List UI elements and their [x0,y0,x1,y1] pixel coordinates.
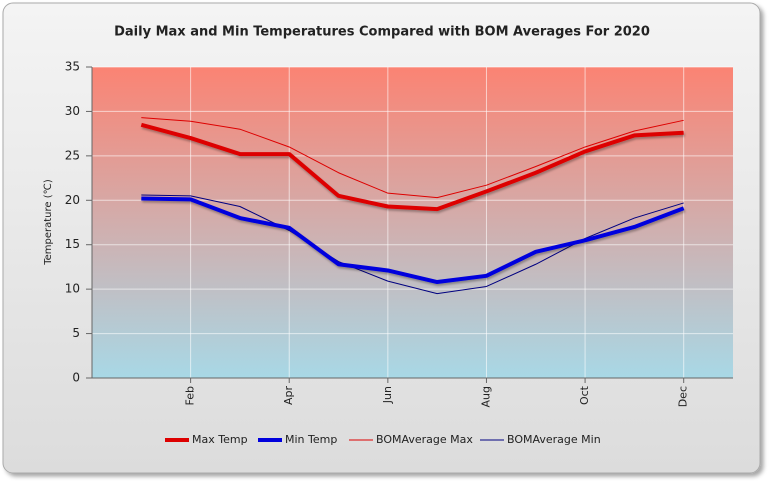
y-axis-label: Temperature (℃) [43,179,54,266]
x-tick-label: Oct [578,385,591,405]
y-tick-label: 20 [65,193,80,207]
y-tick-label: 5 [72,326,80,340]
series-line [141,117,684,199]
y-tick-label: 30 [65,104,80,118]
series-line [141,194,684,295]
x-tick-label: Dec [677,386,690,407]
x-tick-label: Jun [381,386,394,404]
x-tick-label: Apr [282,386,295,406]
y-tick-label: 35 [65,60,80,74]
y-tick-label: 0 [72,371,80,385]
y-tick-label: 10 [65,282,80,296]
x-tick-label: Aug [479,386,492,407]
plot-area [92,67,733,378]
y-tick-label: 15 [65,237,80,251]
series-line [140,122,684,212]
legend-label: Max Temp [192,433,248,446]
legend-label: BOMAverage Min [507,433,601,446]
y-tick-label: 25 [65,148,80,162]
chart-title: Daily Max and Min Temperatures Compared … [114,25,650,40]
series-line [141,196,685,285]
legend-label: Min Temp [285,433,337,446]
x-tick-label: Feb [184,386,197,405]
legend-label: BOMAverage Max [376,433,473,446]
